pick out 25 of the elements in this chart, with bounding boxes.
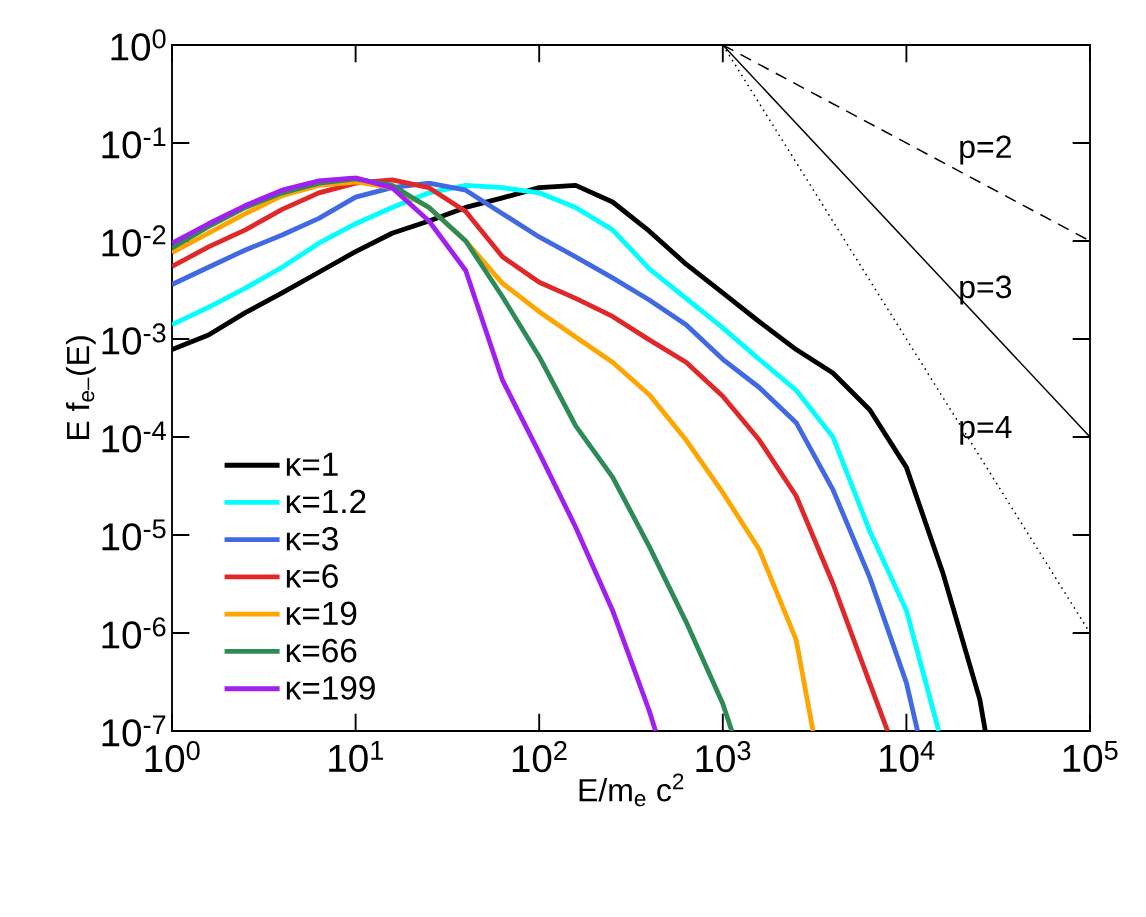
legend-label: κ=199 [286, 676, 375, 700]
legend-label: κ=6 [286, 564, 338, 588]
annotation: p=3 [960, 275, 1012, 305]
x-tick-label: 10$^{4}$ [879, 741, 935, 773]
y-tick-label: 10$^{-1}$ [102, 127, 166, 159]
legend-label: κ=66 [286, 638, 357, 663]
legend-label: κ=19 [286, 601, 357, 626]
y-tick-label: 10$^{-2}$ [102, 225, 166, 257]
y-tick-label: 10$^{-3}$ [102, 323, 166, 355]
x-tick-label: 10$^{2}$ [512, 741, 567, 773]
y-tick-label: 10$^{-5}$ [102, 519, 166, 551]
annotation: p=2 [960, 135, 1011, 165]
x-tick-label: 10$^{0}$ [145, 741, 200, 773]
x-tick-label: 10$^{3}$ [696, 741, 751, 773]
legend-label: κ=1.2 [286, 489, 366, 514]
legend-label: κ=1 [286, 452, 338, 476]
x-tick-label: 10$^{5}$ [1063, 741, 1118, 773]
annotation: p=4 [960, 416, 1012, 445]
legend-label: κ=3 [286, 527, 338, 551]
y-tick-label: 10$^{-4}$ [102, 421, 166, 453]
y-tick-label: 10$^{-6}$ [102, 617, 166, 649]
x-tick-label: 10$^{1}$ [329, 741, 383, 773]
x-axis-title: E/m$_{e}$ c$^{2}$ [579, 773, 684, 807]
y-tick-label: 10$^{0}$ [111, 29, 166, 61]
y-axis-title: E f$_{e–}$(E) [65, 336, 96, 440]
